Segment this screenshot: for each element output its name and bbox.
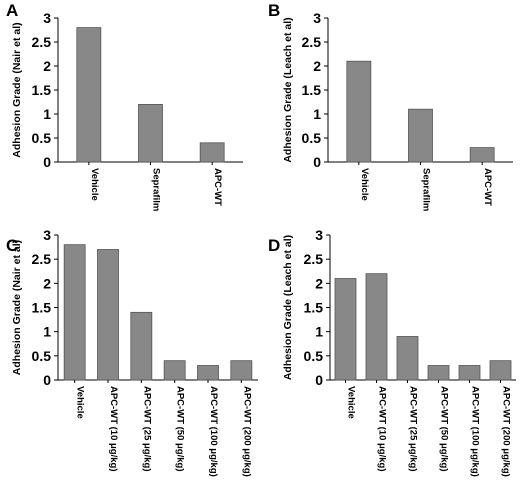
bar-6 bbox=[230, 360, 253, 381]
bar-2 bbox=[138, 104, 163, 163]
category-label: APC-WT (200 μg/kg) bbox=[501, 386, 512, 477]
category-label: APC-WT (200 μg/kg) bbox=[241, 386, 252, 477]
bar-6 bbox=[489, 360, 512, 381]
y-tick-label: 2.5 bbox=[32, 251, 52, 267]
bar-3 bbox=[130, 311, 153, 381]
y-tick-label: 1 bbox=[43, 324, 51, 340]
y-tick-label: 1 bbox=[43, 106, 51, 122]
bar-1 bbox=[63, 244, 86, 381]
y-tick-label: 0.5 bbox=[304, 348, 324, 364]
category-label: APC-WT (100 μg/kg) bbox=[208, 386, 219, 477]
y-tick-label: 0 bbox=[315, 372, 323, 388]
category-label: APC-WT (25 μg/kg) bbox=[408, 386, 419, 472]
bar-5 bbox=[197, 365, 219, 381]
y-tick-label: 2.5 bbox=[304, 251, 324, 267]
y-tick-label: 3 bbox=[43, 227, 51, 243]
y-tick-label: 2 bbox=[43, 58, 51, 74]
y-tick-label: 2 bbox=[315, 275, 323, 291]
category-label: APC-WT (10 μg/kg) bbox=[108, 386, 119, 472]
y-tick-label: 1.5 bbox=[32, 300, 52, 316]
bar-4 bbox=[163, 360, 186, 381]
category-label: APC-WT (50 μg/kg) bbox=[175, 386, 186, 472]
panel-letter: C bbox=[6, 236, 18, 255]
y-tick-label: 0.5 bbox=[32, 130, 52, 146]
bar-3 bbox=[396, 336, 419, 381]
y-tick-label: 2 bbox=[43, 275, 51, 291]
y-axis-label: Adhesion Grade (Nair et al) bbox=[11, 240, 23, 375]
panel-letter: D bbox=[268, 236, 280, 255]
chart-panel-a: A 0 0.5 1 1.5 2 2.5 3 Adhesion Grade (Nair et al… bbox=[6, 1, 243, 211]
bar-2 bbox=[408, 108, 433, 163]
y-tick-label: 0 bbox=[43, 372, 51, 388]
category-label: APC-WT (100 μg/kg) bbox=[470, 386, 481, 477]
category-label: APC-WT (10 μg/kg) bbox=[377, 386, 388, 472]
bar-2 bbox=[97, 249, 119, 381]
category-label: APC-WT bbox=[212, 168, 223, 206]
chart-panel-b: B 0 0.5 1 1.5 2 2.5 3 Adhesion Grade (Leach et a… bbox=[268, 1, 513, 211]
y-tick-label: 0 bbox=[43, 154, 51, 170]
bar-2 bbox=[365, 273, 388, 381]
y-tick-label: 1.5 bbox=[302, 82, 322, 98]
category-label: Vehicle bbox=[75, 386, 86, 419]
y-tick-label: 0.5 bbox=[302, 130, 322, 146]
category-label: Vehicle bbox=[346, 386, 357, 419]
bar-1 bbox=[76, 27, 102, 163]
y-axis-label: Adhesion Grade (Nair et al) bbox=[11, 22, 23, 157]
chart-panel-c: C 0 0.5 1 1.5 2 2.5 3 Adhesion Grade (Nair et al… bbox=[6, 227, 258, 477]
y-tick-label: 1.5 bbox=[304, 300, 324, 316]
y-tick-label: 0.5 bbox=[32, 348, 52, 364]
y-tick-label: 2.5 bbox=[302, 34, 322, 50]
bar-1 bbox=[334, 278, 357, 381]
y-tick-label: 2.5 bbox=[32, 34, 52, 50]
y-tick-label: 1 bbox=[315, 324, 323, 340]
category-label: Seprafilm bbox=[421, 168, 432, 211]
y-tick-label: 1 bbox=[313, 106, 321, 122]
category-label: APC-WT (50 μg/kg) bbox=[439, 386, 450, 472]
y-tick-label: 1.5 bbox=[32, 82, 52, 98]
bar-3 bbox=[199, 142, 225, 163]
bar-4 bbox=[427, 365, 450, 381]
bar-3 bbox=[469, 147, 495, 163]
y-tick-label: 2 bbox=[313, 58, 321, 74]
y-tick-label: 3 bbox=[43, 10, 51, 26]
bar-1 bbox=[346, 60, 372, 163]
panel-letter: A bbox=[6, 1, 18, 20]
category-label: APC-WT bbox=[482, 168, 493, 206]
y-axis-label: Adhesion Grade (Leach et al) bbox=[282, 235, 294, 380]
category-label: Vehicle bbox=[359, 168, 370, 201]
y-tick-label: 0 bbox=[313, 154, 321, 170]
chart-panel-d: D 0 0.5 1 1.5 2 2.5 3 Adhesion Grade (Leach et a… bbox=[268, 227, 516, 477]
y-tick-label: 3 bbox=[315, 227, 323, 243]
category-label: Seprafilm bbox=[151, 168, 162, 211]
category-label: Vehicle bbox=[89, 168, 100, 201]
category-label: APC-WT (25 μg/kg) bbox=[141, 386, 152, 472]
y-axis-label: Adhesion Grade (Leach et al) bbox=[282, 17, 294, 162]
y-tick-label: 3 bbox=[313, 10, 321, 26]
panel-letter: B bbox=[268, 1, 280, 20]
bar-5 bbox=[458, 365, 481, 381]
